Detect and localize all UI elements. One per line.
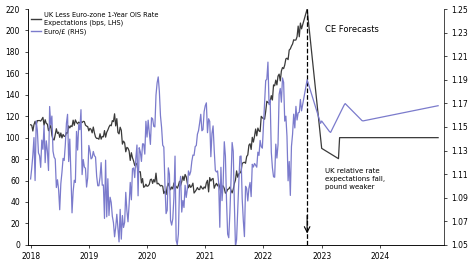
Text: UK relative rate
expectations fall,
pound weaker: UK relative rate expectations fall, poun… (325, 168, 385, 190)
Text: CE Forecasts: CE Forecasts (325, 25, 378, 34)
Legend: UK Less Euro-zone 1-Year OIS Rate
Expectations (bps, LHS), Euro/£ (RHS): UK Less Euro-zone 1-Year OIS Rate Expect… (31, 12, 158, 35)
